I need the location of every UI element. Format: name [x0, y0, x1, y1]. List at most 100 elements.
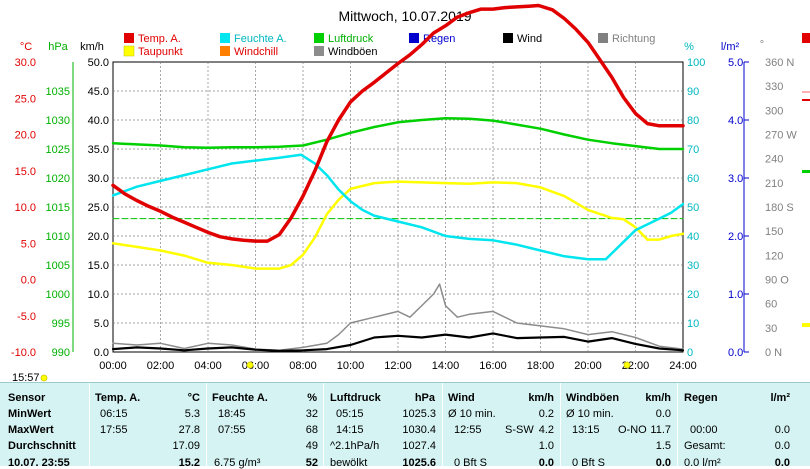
direction-tick-label: 360 N [765, 57, 794, 69]
direction-tick-label: 0 N [765, 347, 782, 359]
right-edge-green-swatch [802, 170, 810, 173]
temp-tick-label: 0.0 [21, 275, 36, 287]
pressure-tick-label: 1005 [46, 260, 70, 272]
legend-swatch-dewpoint [123, 45, 135, 57]
stats-gust-text: 13:15 [572, 424, 600, 436]
time-tick-label: 06:00 [242, 360, 270, 372]
direction-tick-label: 300 [765, 105, 783, 117]
stats-current-wind-bft: 0 Bft S [454, 457, 488, 469]
right-axes-ticks: 10090807060504030201005.04.03.02.01.00.0… [687, 57, 797, 359]
stats-row-label: MinWert [8, 408, 52, 420]
legend-swatch-temp [124, 33, 134, 43]
time-tick-label: 24:00 [669, 360, 697, 372]
temp-tick-label: 10.0 [15, 202, 36, 214]
stats-wind-value: 4.2 [538, 424, 554, 436]
temp-unit-label: °C [20, 41, 32, 53]
stats-pressure-trend: ^2.1hPa/h [330, 440, 380, 452]
stats-current-pressure: 1025.6 [402, 457, 436, 469]
series-luftdruck-line [111, 117, 685, 151]
legend: Temp. A. Feuchte A. Luftdruck Regen Wind… [123, 33, 655, 58]
weather-chart: Mittwoch, 10.07.2019 °C hPa km/h % l/m² … [11, 3, 810, 382]
direction-tick-label: 120 [765, 250, 783, 262]
wind-tick-label: 15.0 [88, 260, 109, 272]
stats-rain-value: 0.0 [774, 440, 790, 452]
wind-tick-label: 35.0 [88, 144, 109, 156]
time-tick-label: 02:00 [147, 360, 175, 372]
stats-header-humidity-unit: % [307, 392, 317, 404]
stats-pressure-time: 14:15 [336, 424, 364, 436]
stats-temp-time: 17:55 [100, 424, 128, 436]
stats-pressure-value: 1030.4 [402, 424, 436, 436]
pressure-tick-label: 1035 [46, 86, 70, 98]
direction-unit-label: ° [760, 39, 764, 51]
pressure-tick-label: 1020 [46, 173, 70, 185]
time-tick-label: 04:00 [194, 360, 222, 372]
stats-header-pressure: Luftdruck [330, 392, 381, 404]
stats-current-label: 10.07. 23:55 [8, 457, 70, 469]
stats-wind-text: Ø 10 min. [448, 408, 496, 420]
stats-temp-value: 17.09 [172, 440, 200, 452]
legend-label-humidity: Feuchte A. [234, 33, 287, 45]
stats-gust-value: 0.0 [655, 408, 671, 420]
legend-label-gusts: Windböen [328, 46, 378, 58]
pressure-tick-label: 1030 [46, 115, 70, 127]
rain-tick-label: 3.0 [728, 173, 743, 185]
stats-header-gust-unit: km/h [645, 392, 671, 404]
stats-gust-value: 1.5 [655, 440, 671, 452]
time-tick-label: 10:00 [337, 360, 365, 372]
direction-tick-label: 60 [765, 299, 777, 311]
clock-sun-icon [40, 374, 48, 382]
temp-tick-label: 20.0 [15, 130, 36, 142]
stats-header-wind-unit: km/h [528, 392, 554, 404]
stats-row-label: MaxWert [8, 424, 54, 436]
time-tick-label: 08:00 [289, 360, 317, 372]
humidity-tick-label: 100 [687, 57, 705, 69]
rain-tick-label: 2.0 [728, 231, 743, 243]
stats-humidity-time: 07:55 [218, 424, 246, 436]
time-tick-label: 20:00 [574, 360, 602, 372]
stats-wind-text: 12:55 [454, 424, 482, 436]
stats-temp-value: 27.8 [178, 424, 200, 436]
legend-label-temp: Temp. A. [138, 33, 181, 45]
humidity-tick-label: 40 [687, 231, 699, 243]
time-tick-label: 16:00 [479, 360, 507, 372]
time-tick-label: 12:00 [384, 360, 412, 372]
stats-header-pressure-unit: hPa [414, 392, 435, 404]
stats-gust-value: 11.7 [650, 424, 671, 436]
legend-swatch-gusts [314, 46, 324, 56]
sunset-marker [623, 361, 631, 369]
wind-tick-label: 20.0 [88, 231, 109, 243]
sunrise-marker [246, 361, 254, 369]
direction-tick-label: 150 [765, 226, 783, 238]
stats-pressure-time: 05:15 [336, 408, 364, 420]
temp-tick-label: 25.0 [15, 93, 36, 105]
pressure-tick-label: 1000 [46, 289, 70, 301]
stats-gust-text: Ø 10 min. [566, 408, 614, 420]
stats-temp-time: 06:15 [100, 408, 128, 420]
stats-current-wind: 0.0 [538, 457, 554, 469]
chart-title: Mittwoch, 10.07.2019 [338, 8, 471, 24]
legend-swatch-humidity [220, 33, 230, 43]
humidity-tick-label: 0 [687, 347, 693, 359]
stats-header-gust: Windböen [566, 392, 620, 404]
series-feuchte-a--line [111, 153, 685, 261]
wind-tick-label: 0.0 [94, 347, 109, 359]
stats-wind-value: 0.2 [538, 408, 554, 420]
stats-humidity-value: 49 [305, 440, 318, 452]
rain-tick-label: 0.0 [728, 347, 743, 359]
legend-swatch-wind [503, 33, 513, 43]
pressure-tick-label: 990 [52, 347, 70, 359]
temp-tick-label: -5.0 [17, 311, 36, 323]
wind-tick-label: 50.0 [88, 57, 109, 69]
stats-current-temp: 15.2 [178, 457, 200, 469]
series-wind-line [111, 332, 685, 352]
grid-lines [113, 62, 683, 352]
stats-current-gust-bft: 0 Bft S [572, 457, 606, 469]
legend-swatch-pressure [314, 33, 324, 43]
stats-header-temp: Temp. A. [95, 392, 141, 404]
stats-row-label: Durchschnitt [8, 440, 76, 452]
stats-current-rain-text: 0.0 l/m² [684, 457, 721, 469]
direction-tick-label: 270 W [765, 130, 797, 142]
rain-tick-label: 4.0 [728, 115, 743, 127]
direction-tick-label: 210 [765, 178, 783, 190]
